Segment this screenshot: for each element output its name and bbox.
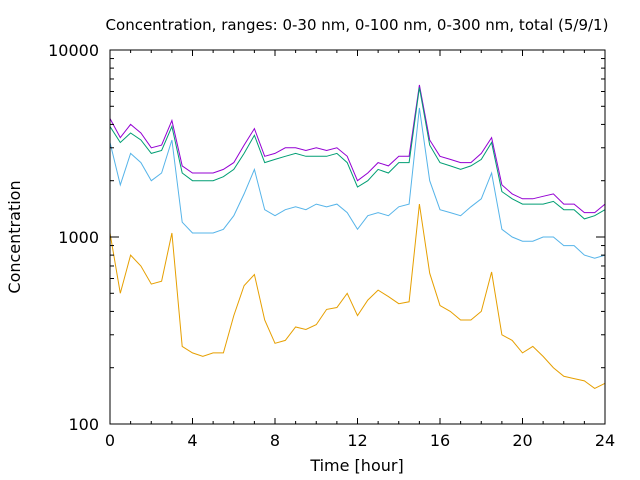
y-tick-label: 1000 [58, 228, 99, 247]
series-layer [109, 84, 606, 389]
chart-title: Concentration, ranges: 0-30 nm, 0-100 nm… [106, 16, 609, 34]
series-line-2 [109, 87, 606, 220]
y-tick-label: 100 [68, 415, 99, 434]
y-axis: 100 1000 10000 [48, 41, 605, 434]
x-axis-label: Time [hour] [309, 456, 403, 475]
x-tick-label: 12 [347, 431, 367, 450]
x-tick-label: 0 [105, 431, 115, 450]
x-tick-label: 16 [430, 431, 450, 450]
x-tick-label: 24 [595, 431, 615, 450]
series-line-1 [109, 84, 606, 214]
x-axis: 0 4 8 12 16 20 24 [105, 50, 615, 450]
y-axis-label: Concentration [5, 180, 24, 293]
x-tick-label: 4 [187, 431, 197, 450]
series-line-4 [109, 204, 606, 389]
x-tick-label: 8 [270, 431, 280, 450]
x-tick-label: 20 [512, 431, 532, 450]
y-tick-label: 10000 [48, 41, 99, 60]
series-line-3 [109, 107, 606, 259]
